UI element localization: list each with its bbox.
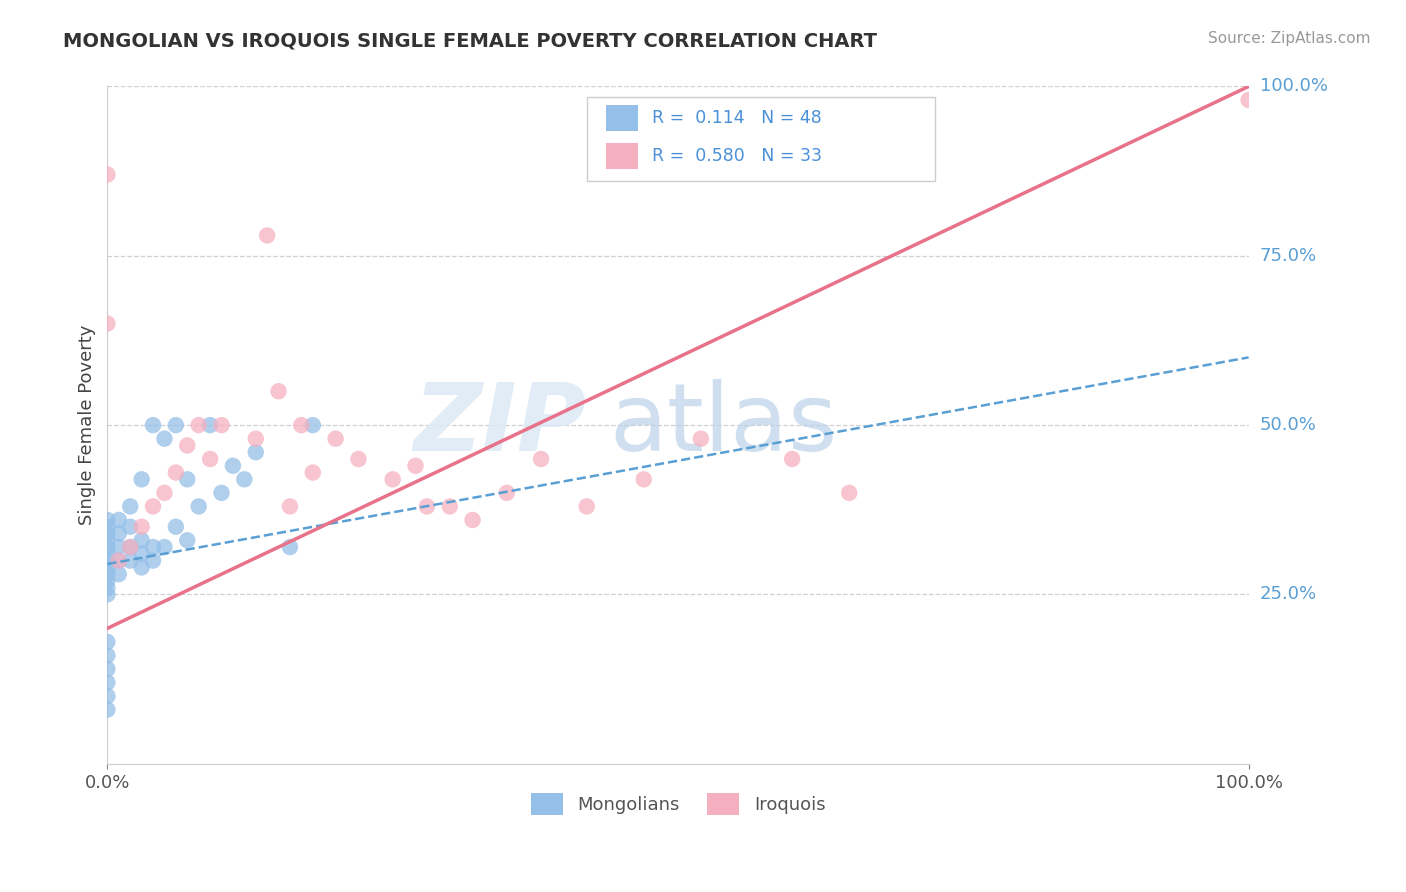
Text: 50.0%: 50.0%	[1260, 417, 1316, 434]
Point	[187, 500, 209, 514]
Text: 100.0%: 100.0%	[1260, 78, 1327, 95]
Point	[96, 567, 118, 582]
Point	[211, 418, 233, 433]
Text: R =  0.580   N = 33: R = 0.580 N = 33	[652, 146, 821, 165]
Text: atlas: atlas	[610, 379, 838, 471]
Point	[96, 587, 118, 601]
Point	[120, 540, 142, 554]
Point	[96, 574, 118, 588]
Point	[120, 520, 142, 534]
Point	[107, 553, 129, 567]
Point	[131, 547, 153, 561]
Point	[107, 567, 129, 582]
Point	[325, 432, 347, 446]
FancyBboxPatch shape	[606, 143, 638, 169]
Point	[256, 228, 278, 243]
Point	[222, 458, 245, 473]
Point	[176, 472, 198, 486]
Point	[107, 553, 129, 567]
Point	[153, 432, 176, 446]
Point	[96, 547, 118, 561]
Point	[96, 533, 118, 548]
Point	[176, 438, 198, 452]
Point	[165, 418, 187, 433]
Point	[96, 560, 118, 574]
Point	[96, 662, 118, 676]
Point	[198, 452, 221, 467]
Text: 25.0%: 25.0%	[1260, 585, 1317, 604]
Point	[245, 432, 267, 446]
Text: ZIP: ZIP	[413, 379, 586, 471]
Point	[495, 486, 517, 500]
Point	[107, 513, 129, 527]
Point	[165, 466, 187, 480]
FancyBboxPatch shape	[606, 105, 638, 131]
Point	[780, 452, 803, 467]
Point	[96, 581, 118, 595]
Point	[165, 520, 187, 534]
Point	[153, 486, 176, 500]
Point	[290, 418, 312, 433]
Point	[689, 432, 711, 446]
Point	[439, 500, 461, 514]
Point	[347, 452, 370, 467]
Text: Source: ZipAtlas.com: Source: ZipAtlas.com	[1208, 31, 1371, 46]
Point	[107, 526, 129, 541]
Point	[1237, 93, 1260, 107]
Point	[131, 533, 153, 548]
Point	[245, 445, 267, 459]
Point	[198, 418, 221, 433]
Point	[381, 472, 404, 486]
Point	[96, 675, 118, 690]
Point	[131, 472, 153, 486]
Point	[96, 168, 118, 182]
Point	[96, 648, 118, 663]
Point	[416, 500, 439, 514]
Point	[187, 418, 209, 433]
Point	[301, 466, 323, 480]
Point	[267, 384, 290, 399]
Point	[96, 513, 118, 527]
Point	[120, 540, 142, 554]
Point	[131, 520, 153, 534]
Point	[96, 526, 118, 541]
Text: R =  0.114   N = 48: R = 0.114 N = 48	[652, 110, 821, 128]
Point	[278, 540, 301, 554]
Point	[142, 418, 165, 433]
Text: MONGOLIAN VS IROQUOIS SINGLE FEMALE POVERTY CORRELATION CHART: MONGOLIAN VS IROQUOIS SINGLE FEMALE POVE…	[63, 31, 877, 50]
Point	[131, 560, 153, 574]
Point	[278, 500, 301, 514]
Legend: Mongolians, Iroquois: Mongolians, Iroquois	[523, 786, 832, 822]
Point	[107, 540, 129, 554]
Point	[96, 317, 118, 331]
Point	[120, 500, 142, 514]
Point	[530, 452, 553, 467]
Point	[405, 458, 427, 473]
Point	[96, 689, 118, 703]
Point	[575, 500, 598, 514]
Point	[96, 520, 118, 534]
FancyBboxPatch shape	[586, 96, 935, 181]
Point	[153, 540, 176, 554]
Point	[838, 486, 860, 500]
Point	[461, 513, 484, 527]
Point	[176, 533, 198, 548]
Point	[142, 553, 165, 567]
Point	[142, 540, 165, 554]
Point	[633, 472, 655, 486]
Point	[233, 472, 256, 486]
Point	[96, 540, 118, 554]
Point	[120, 553, 142, 567]
Point	[96, 635, 118, 649]
Point	[96, 703, 118, 717]
Point	[142, 500, 165, 514]
Point	[211, 486, 233, 500]
Y-axis label: Single Female Poverty: Single Female Poverty	[79, 325, 96, 525]
Point	[96, 553, 118, 567]
Point	[301, 418, 323, 433]
Text: 75.0%: 75.0%	[1260, 247, 1317, 265]
